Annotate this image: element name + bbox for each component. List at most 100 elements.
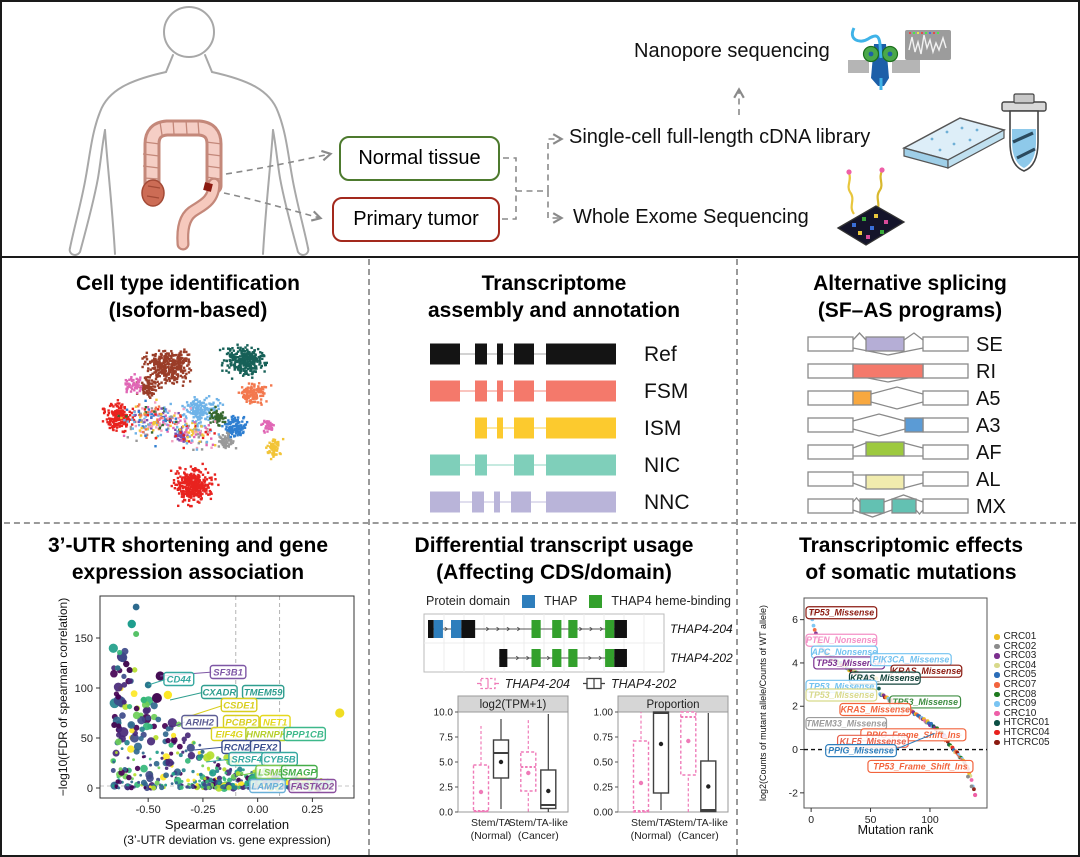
panel-divider-left [368, 259, 370, 855]
legend-item-CRC04: CRC04 [994, 660, 1050, 671]
svg-text:5.0: 5.0 [439, 758, 453, 769]
normal-tissue-label: Normal tissue [358, 147, 481, 169]
svg-text:0.00: 0.00 [594, 808, 614, 819]
wes-chip-icon [836, 167, 906, 246]
svg-text:4: 4 [792, 657, 798, 669]
top-section-divider [2, 256, 1078, 258]
legend-item-CRC10: CRC10 [994, 708, 1050, 719]
title-line: Transcriptome [481, 272, 627, 295]
tube-icon [1001, 93, 1047, 172]
svg-text:(3’-UTR deviation vs. gene exp: (3’-UTR deviation vs. gene expression) [123, 833, 330, 847]
legend-color-dot [994, 720, 1000, 726]
svg-text:PTEN_Nonsense: PTEN_Nonsense [806, 635, 877, 645]
svg-text:Proportion: Proportion [646, 699, 699, 711]
svg-text:NET1: NET1 [263, 718, 287, 729]
svg-text:Mutation rank: Mutation rank [858, 823, 934, 837]
svg-text:HNRNPK: HNRNPK [246, 730, 288, 741]
svg-text:2: 2 [792, 701, 798, 713]
basecall-dots [909, 32, 939, 34]
svg-text:KRAS_Missense: KRAS_Missense [841, 704, 911, 714]
svg-text:ARIH2: ARIH2 [184, 718, 214, 729]
svg-text:TMEM33_Missense: TMEM33_Missense [806, 719, 886, 729]
svg-text:TMEM59: TMEM59 [244, 688, 283, 699]
title-line: Alternative splicing [813, 272, 1007, 295]
body-outline [68, 6, 310, 256]
svg-text:LAMP2: LAMP2 [251, 782, 284, 793]
row-divider [4, 522, 1076, 524]
svg-text:CYB5B: CYB5B [263, 755, 295, 766]
svg-text:SF3B1: SF3B1 [213, 668, 243, 679]
title-line: 3’-UTR shortening and gene [47, 534, 328, 557]
splice-events: SE RI A5 A3 AF AL MX [807, 332, 1006, 518]
legend-item-CRC09: CRC09 [994, 699, 1050, 709]
legend-color-dot [994, 662, 1000, 669]
panel-title-transcriptome: Transcriptome assembly and annotation [382, 270, 726, 324]
legend-item-CRC03: CRC03 [994, 651, 1050, 661]
svg-text:100: 100 [921, 814, 939, 826]
legend-color-dot [994, 710, 1000, 717]
dtu-boxplots: log2(TPM+1)0.02.55.07.510.0Stem/TA(Norma… [434, 695, 729, 842]
svg-text:THAP4-202: THAP4-202 [670, 651, 733, 665]
svg-text:PIK3CA_Missense: PIK3CA_Missense [873, 655, 950, 665]
legend-color-dot [994, 672, 1000, 678]
svg-text:LSM5: LSM5 [258, 768, 284, 779]
workflow-art [68, 6, 1047, 256]
svg-text:(Cancer): (Cancer) [678, 830, 719, 842]
splice-event-RI [807, 363, 969, 383]
cdna-library-label: Single-cell full-length cDNA library [569, 126, 871, 148]
tsne-plot [101, 343, 285, 508]
svg-text:ISM: ISM [644, 417, 681, 440]
svg-text:Stem/TA: Stem/TA [471, 817, 511, 829]
legend-color-dot [994, 691, 1000, 698]
title-line: assembly and annotation [427, 299, 681, 322]
svg-text:0.25: 0.25 [302, 804, 323, 816]
svg-text:2.5: 2.5 [439, 783, 453, 794]
svg-text:1.00: 1.00 [594, 708, 614, 719]
legend-item-CRC01: CRC01 [994, 632, 1050, 642]
svg-text:TP53_Missense: TP53_Missense [816, 658, 882, 668]
domain-legend-item: THAP4 heme-binding [589, 594, 731, 608]
tumor-marker [203, 182, 213, 192]
svg-text:EIF4G: EIF4G [215, 730, 243, 741]
svg-text:FASTKD2: FASTKD2 [291, 782, 335, 793]
splice-event-AF [807, 441, 969, 460]
legend-color-dot [994, 682, 1000, 688]
svg-text:PPP1CB: PPP1CB [286, 730, 324, 741]
svg-text:-2: -2 [789, 787, 798, 799]
domain-legend-title: Protein domain [426, 594, 511, 608]
svg-text:0: 0 [87, 783, 93, 795]
svg-text:TP53_Missense: TP53_Missense [809, 681, 875, 691]
svg-text:−log10(FDR of spearman correla: −log10(FDR of spearman correlation) [56, 598, 70, 796]
svg-text:6: 6 [792, 614, 798, 626]
svg-text:TP53_Missense: TP53_Missense [809, 690, 875, 700]
wes-label: Whole Exome Sequencing [573, 206, 809, 228]
cdna-plate-icon [901, 117, 1007, 170]
svg-text:THAP4-204: THAP4-204 [670, 622, 733, 636]
svg-text:MX: MX [976, 496, 1006, 518]
svg-text:NIC: NIC [644, 454, 680, 477]
legend-item-HTCRC05: HTCRC05 [994, 737, 1050, 748]
svg-text:0.00: 0.00 [247, 804, 268, 816]
primary-tumor-label: Primary tumor [353, 208, 479, 230]
panel-title-utr: 3’-UTR shortening and gene expression as… [16, 532, 360, 586]
splice-event-A3 [807, 413, 969, 437]
svg-text:TP53_Missense: TP53_Missense [892, 697, 958, 707]
svg-text:SRSF4: SRSF4 [231, 755, 262, 766]
title-line: (SF–AS programs) [817, 299, 1003, 322]
boxplot-legend-item: THAP4-202 [582, 676, 676, 691]
svg-text:0: 0 [792, 744, 798, 756]
svg-text:-0.50: -0.50 [136, 804, 161, 816]
svg-text:PPIG_Frame_Shift_Ins: PPIG_Frame_Shift_Ins [866, 730, 960, 740]
svg-text:Spearman correlation: Spearman correlation [165, 817, 289, 832]
svg-text:0.0: 0.0 [439, 808, 453, 819]
legend-item-HTCRC04: HTCRC04 [994, 728, 1050, 738]
domain-color-swatch [522, 594, 536, 608]
title-line: of somatic mutations [805, 561, 1017, 584]
svg-text:0.75: 0.75 [594, 733, 614, 744]
svg-text:(Cancer): (Cancer) [518, 830, 559, 842]
mutation-sample-legend: CRC01 CRC02 CRC03 CRC04 CRC05 CRC07 CRC08 CRC09… [994, 632, 1050, 747]
svg-text:0: 0 [808, 814, 814, 826]
panel-title-mutations: Transcriptomic effects of somatic mutati… [750, 532, 1072, 586]
svg-text:CD44: CD44 [167, 675, 192, 686]
